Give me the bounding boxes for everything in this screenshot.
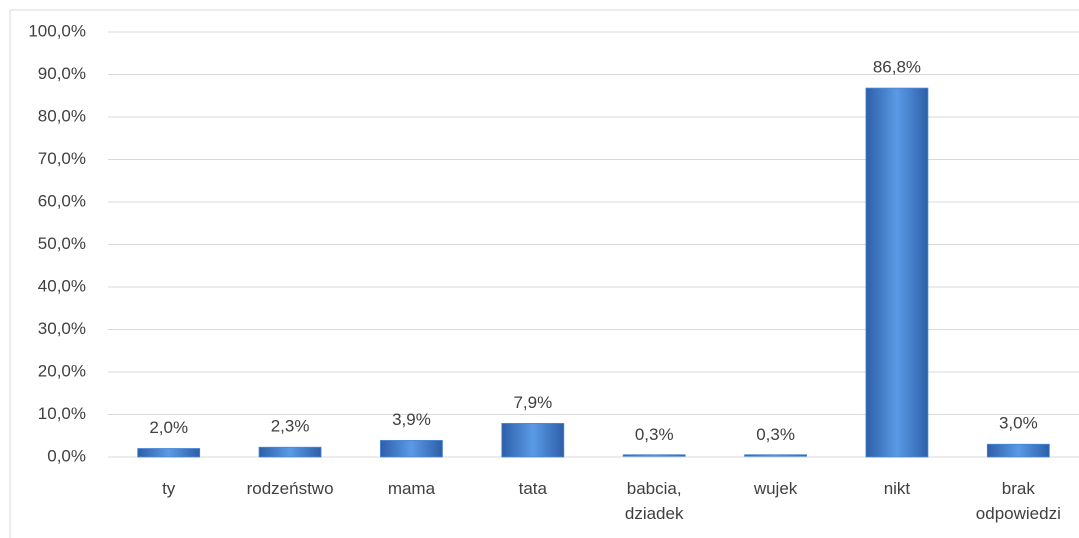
value-label: 2,3%	[271, 417, 310, 436]
value-label: 3,0%	[999, 414, 1038, 433]
x-tick-label: brak odpowiedzi	[975, 479, 1061, 523]
bar	[744, 454, 807, 457]
value-label: 2,0%	[149, 418, 188, 437]
bar	[986, 443, 1050, 458]
value-label: 86,8%	[873, 58, 921, 77]
bar	[258, 446, 322, 458]
y-tick-label: 100,0%	[28, 21, 86, 40]
y-tick-label: 60,0%	[38, 191, 86, 210]
y-tick-label: 0,0%	[47, 446, 86, 465]
y-tick-label: 50,0%	[38, 234, 86, 253]
y-tick-label: 20,0%	[38, 361, 86, 380]
y-tick-label: 80,0%	[38, 106, 86, 125]
x-tick-label: ty	[162, 479, 176, 498]
x-tick-label: tata	[518, 479, 547, 498]
bar	[501, 423, 565, 458]
value-label: 7,9%	[513, 393, 552, 412]
bar	[865, 87, 929, 458]
bar	[622, 454, 686, 457]
bar	[137, 448, 201, 458]
y-tick-label: 30,0%	[38, 319, 86, 338]
x-tick-label: babcia, dziadek	[624, 479, 684, 523]
value-label: 0,3%	[756, 425, 795, 444]
x-tick-label: mama	[387, 479, 436, 498]
x-tick-label: nikt	[883, 479, 911, 498]
value-label: 3,9%	[392, 410, 431, 429]
y-tick-label: 40,0%	[38, 276, 86, 295]
x-tick-label: wujek	[753, 479, 798, 498]
y-tick-label: 70,0%	[38, 149, 86, 168]
y-tick-label: 10,0%	[38, 404, 86, 423]
y-tick-label: 90,0%	[38, 64, 86, 83]
value-label: 0,3%	[635, 425, 674, 444]
x-tick-label: rodzeństwo	[246, 479, 334, 498]
bar	[380, 440, 443, 458]
